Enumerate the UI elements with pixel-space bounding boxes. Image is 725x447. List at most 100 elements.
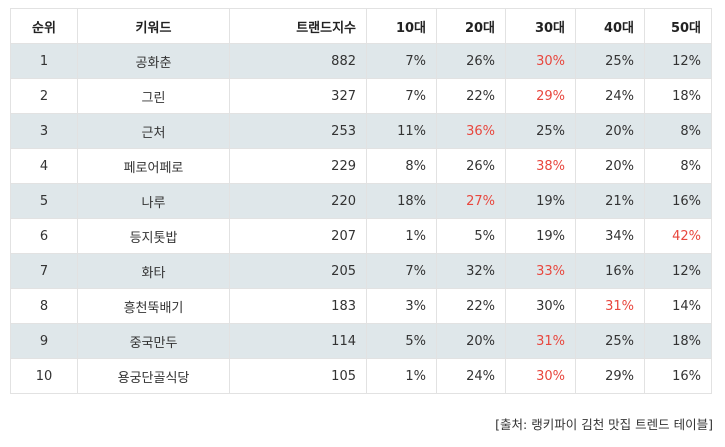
cell-age-50s: 14%	[644, 288, 712, 324]
cell-age-10s: 7%	[366, 253, 437, 289]
header-age-10s: 10대	[366, 8, 437, 44]
cell-keyword: 그린	[77, 78, 230, 114]
cell-age-30s: 19%	[505, 183, 576, 219]
cell-trend-index: 882	[229, 43, 367, 79]
cell-trend-index: 114	[229, 323, 367, 359]
cell-age-40s: 20%	[575, 148, 645, 184]
cell-age-10s: 11%	[366, 113, 437, 149]
cell-age-10s: 7%	[366, 43, 437, 79]
cell-keyword: 흥천뚝배기	[77, 288, 230, 324]
cell-age-50s: 18%	[644, 323, 712, 359]
cell-rank: 8	[10, 288, 78, 324]
cell-age-40s: 25%	[575, 43, 645, 79]
cell-age-10s: 1%	[366, 218, 437, 254]
cell-age-40s: 24%	[575, 78, 645, 114]
cell-age-50s: 42%	[644, 218, 712, 254]
cell-trend-index: 207	[229, 218, 367, 254]
cell-age-50s: 12%	[644, 253, 712, 289]
cell-age-20s: 27%	[436, 183, 506, 219]
cell-age-40s: 34%	[575, 218, 645, 254]
cell-keyword: 등지톳밥	[77, 218, 230, 254]
table-row: 10 용궁단골식당 105 1% 24% 30% 29% 16%	[10, 358, 712, 394]
cell-trend-index: 327	[229, 78, 367, 114]
cell-age-30s: 30%	[505, 288, 576, 324]
cell-age-20s: 5%	[436, 218, 506, 254]
cell-rank: 4	[10, 148, 78, 184]
cell-age-20s: 32%	[436, 253, 506, 289]
cell-age-10s: 18%	[366, 183, 437, 219]
cell-trend-index: 105	[229, 358, 367, 394]
cell-age-40s: 21%	[575, 183, 645, 219]
cell-keyword: 용궁단골식당	[77, 358, 230, 394]
cell-age-40s: 25%	[575, 323, 645, 359]
cell-rank: 3	[10, 113, 78, 149]
table-row: 4 페로어페로 229 8% 26% 38% 20% 8%	[10, 148, 712, 184]
cell-age-20s: 26%	[436, 148, 506, 184]
cell-age-30s: 38%	[505, 148, 576, 184]
cell-age-30s: 19%	[505, 218, 576, 254]
cell-trend-index: 183	[229, 288, 367, 324]
cell-keyword: 페로어페로	[77, 148, 230, 184]
cell-age-20s: 20%	[436, 323, 506, 359]
header-row: 순위 키워드 트랜드지수 10대 20대 30대 40대 50대	[10, 8, 712, 44]
cell-age-10s: 7%	[366, 78, 437, 114]
cell-age-40s: 20%	[575, 113, 645, 149]
cell-trend-index: 205	[229, 253, 367, 289]
cell-age-50s: 8%	[644, 148, 712, 184]
cell-age-30s: 31%	[505, 323, 576, 359]
table-row: 3 근처 253 11% 36% 25% 20% 8%	[10, 113, 712, 149]
cell-age-50s: 18%	[644, 78, 712, 114]
table-row: 8 흥천뚝배기 183 3% 22% 30% 31% 14%	[10, 288, 712, 324]
cell-age-20s: 24%	[436, 358, 506, 394]
header-rank: 순위	[10, 8, 78, 44]
cell-age-10s: 1%	[366, 358, 437, 394]
header-keyword: 키워드	[77, 8, 230, 44]
header-age-40s: 40대	[575, 8, 645, 44]
header-age-50s: 50대	[644, 8, 712, 44]
cell-keyword: 중국만두	[77, 323, 230, 359]
header-age-20s: 20대	[436, 8, 506, 44]
header-trend-index: 트랜드지수	[229, 8, 367, 44]
cell-keyword: 나루	[77, 183, 230, 219]
cell-age-50s: 16%	[644, 183, 712, 219]
cell-age-10s: 8%	[366, 148, 437, 184]
table-row: 5 나루 220 18% 27% 19% 21% 16%	[10, 183, 712, 219]
cell-age-20s: 22%	[436, 288, 506, 324]
cell-rank: 10	[10, 358, 78, 394]
cell-trend-index: 220	[229, 183, 367, 219]
table-row: 6 등지톳밥 207 1% 5% 19% 34% 42%	[10, 218, 712, 254]
cell-age-30s: 29%	[505, 78, 576, 114]
cell-trend-index: 229	[229, 148, 367, 184]
cell-rank: 9	[10, 323, 78, 359]
cell-age-40s: 16%	[575, 253, 645, 289]
cell-age-50s: 8%	[644, 113, 712, 149]
cell-rank: 7	[10, 253, 78, 289]
cell-rank: 6	[10, 218, 78, 254]
table-row: 2 그린 327 7% 22% 29% 24% 18%	[10, 78, 712, 114]
cell-age-30s: 25%	[505, 113, 576, 149]
cell-age-50s: 12%	[644, 43, 712, 79]
cell-age-40s: 29%	[575, 358, 645, 394]
source-caption: [출처: 랭키파이 김천 맛집 트렌드 테이블]	[495, 417, 713, 432]
cell-keyword: 근처	[77, 113, 230, 149]
cell-rank: 1	[10, 43, 78, 79]
cell-age-10s: 5%	[366, 323, 437, 359]
keyword-trend-table: 순위 키워드 트랜드지수 10대 20대 30대 40대 50대 1 공화춘 882…	[10, 8, 712, 394]
header-age-30s: 30대	[505, 8, 576, 44]
cell-rank: 5	[10, 183, 78, 219]
table-header: 순위 키워드 트랜드지수 10대 20대 30대 40대 50대	[10, 8, 712, 44]
cell-age-30s: 30%	[505, 43, 576, 79]
cell-age-10s: 3%	[366, 288, 437, 324]
cell-age-20s: 36%	[436, 113, 506, 149]
cell-age-20s: 26%	[436, 43, 506, 79]
cell-age-30s: 33%	[505, 253, 576, 289]
cell-age-20s: 22%	[436, 78, 506, 114]
cell-age-50s: 16%	[644, 358, 712, 394]
cell-keyword: 화타	[77, 253, 230, 289]
table-row: 9 중국만두 114 5% 20% 31% 25% 18%	[10, 323, 712, 359]
table-row: 7 화타 205 7% 32% 33% 16% 12%	[10, 253, 712, 289]
cell-keyword: 공화춘	[77, 43, 230, 79]
cell-trend-index: 253	[229, 113, 367, 149]
cell-age-30s: 30%	[505, 358, 576, 394]
table-body: 1 공화춘 882 7% 26% 30% 25% 12% 2 그린 327 7% 22% 29% 24% 18…	[10, 43, 712, 394]
